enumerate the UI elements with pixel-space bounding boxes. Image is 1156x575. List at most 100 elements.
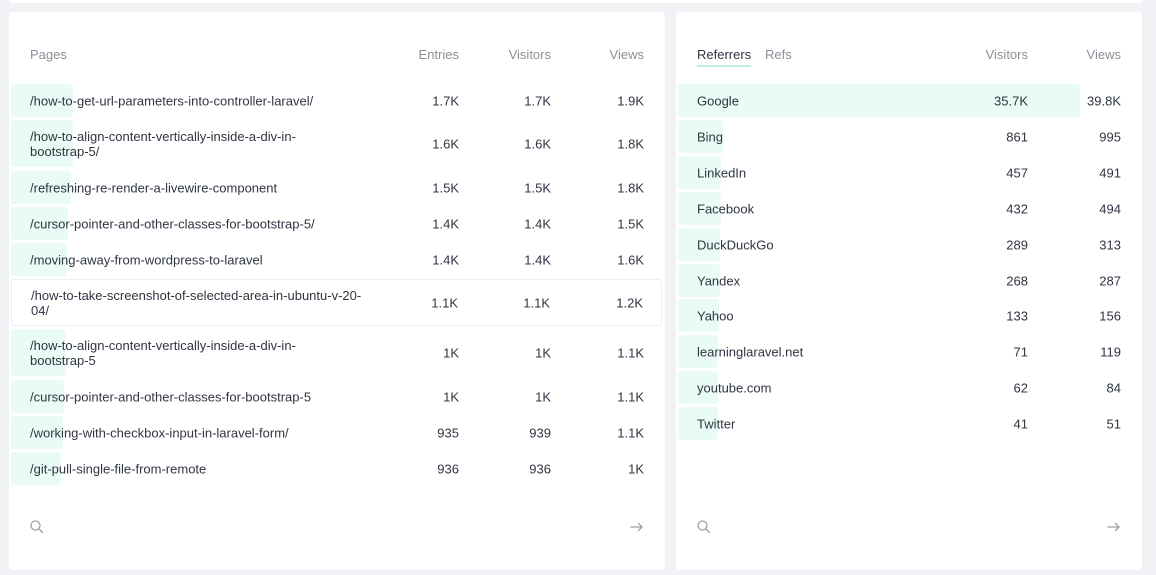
page-visitors: 1K [535,389,551,404]
visitors-column-header[interactable]: Visitors [508,47,551,62]
views-column-header[interactable]: Views [1086,47,1121,62]
row-bar [678,156,721,189]
pages-panel: Pages Entries Visitors Views /how-to-get… [9,12,665,570]
referrer-row[interactable]: Google 35.7K 39.8K [676,84,1142,117]
row-bar [678,192,721,225]
page-row[interactable]: /git-pull-single-file-from-remote 936 93… [9,452,665,485]
referrer-views: 494 [1099,201,1121,216]
arrow-right-icon[interactable] [1106,519,1122,535]
row-bar [11,171,71,204]
referrer-row[interactable]: DuckDuckGo 289 313 [676,228,1142,261]
page-path[interactable]: /how-to-take-screenshot-of-selected-area… [31,287,362,318]
top-panel-edge [9,0,1143,3]
referrer-name[interactable]: Twitter [697,416,736,431]
row-bar [678,371,718,404]
referrer-row[interactable]: Yandex 268 287 [676,264,1142,297]
referrer-visitors: 71 [1013,344,1028,359]
page-path[interactable]: /how-to-get-url-parameters-into-controll… [30,93,314,108]
referrer-name[interactable]: Bing [697,129,724,144]
referrer-row[interactable]: Twitter 41 51 [676,407,1142,440]
referrer-visitors: 289 [1006,237,1028,252]
page-entries: 935 [437,425,459,440]
row-bar [678,407,718,440]
page-views: 1.6K [617,252,644,267]
referrer-row[interactable]: Bing 861 995 [676,120,1142,153]
tab-refs[interactable]: Refs [765,47,792,62]
pages-column-header: Pages [30,47,67,62]
page-views: 1.8K [617,136,644,151]
referrer-row[interactable]: learninglaravel.net 71 119 [676,335,1142,368]
referrer-views: 995 [1099,129,1121,144]
row-bar [678,228,720,261]
page-path[interactable]: /cursor-pointer-and-other-classes-for-bo… [30,389,312,404]
row-bar [678,299,719,332]
referrer-name[interactable]: Facebook [697,201,755,216]
referrer-row[interactable]: Facebook 432 494 [676,192,1142,225]
page-row-hovered[interactable]: /how-to-take-screenshot-of-selected-area… [11,279,662,326]
page-path[interactable]: /how-to-align-content-vertically-inside-… [30,337,296,368]
row-bar [11,329,66,376]
row-bar [11,243,67,276]
page-row[interactable]: /how-to-align-content-vertically-inside-… [9,120,665,167]
page-row[interactable]: /moving-away-from-wordpress-to-laravel 1… [9,243,665,276]
row-bar [11,120,73,167]
page-views: 1K [628,461,644,476]
page-row[interactable]: /how-to-get-url-parameters-into-controll… [9,84,665,117]
page-views: 1.5K [617,216,644,231]
referrer-name[interactable]: LinkedIn [697,165,747,180]
referrers-panel: Referrers Refs Visitors Views Google 35.… [676,12,1142,570]
referrer-name[interactable]: Yandex [697,273,741,288]
referrer-views: 156 [1099,308,1121,323]
page-path[interactable]: /working-with-checkbox-input-in-laravel-… [30,425,289,440]
page-visitors: 1.4K [524,216,551,231]
referrer-name[interactable]: DuckDuckGo [697,237,774,252]
referrer-row[interactable]: youtube.com 62 84 [676,371,1142,404]
referrer-views: 287 [1099,273,1121,288]
entries-column-header[interactable]: Entries [418,47,459,62]
page-path[interactable]: /cursor-pointer-and-other-classes-for-bo… [30,216,315,231]
arrow-right-icon[interactable] [629,519,645,535]
page-entries: 1.6K [432,136,459,151]
visitors-column-header[interactable]: Visitors [985,47,1028,62]
page-visitors: 1.1K [523,295,550,310]
referrer-visitors: 62 [1013,380,1028,395]
page-path[interactable]: /git-pull-single-file-from-remote [30,461,207,476]
page-views: 1.1K [617,425,644,440]
page-path[interactable]: /how-to-align-content-vertically-inside-… [30,128,296,159]
page-entries: 1.5K [432,180,459,195]
page-row[interactable]: /how-to-align-content-vertically-inside-… [9,329,665,376]
page-views: 1.1K [617,389,644,404]
page-row[interactable]: /cursor-pointer-and-other-classes-for-bo… [9,380,665,413]
tab-referrers[interactable]: Referrers [697,47,752,67]
page-views: 1.2K [616,295,643,310]
referrer-name[interactable]: Google [697,93,739,108]
referrer-visitors: 457 [1006,165,1028,180]
row-bar [11,452,61,485]
referrer-name[interactable]: Yahoo [697,308,734,323]
page-row[interactable]: /refreshing-re-render-a-livewire-compone… [9,171,665,204]
page-row[interactable]: /working-with-checkbox-input-in-laravel-… [9,416,665,449]
page-entries: 1K [443,345,459,360]
page-entries: 1.1K [431,295,458,310]
referrer-row[interactable]: LinkedIn 457 491 [676,156,1142,189]
search-icon[interactable] [29,519,45,535]
referrer-views: 491 [1099,165,1121,180]
page-row[interactable]: /cursor-pointer-and-other-classes-for-bo… [9,207,665,240]
page-entries: 1K [443,389,459,404]
row-bar [11,416,63,449]
page-views: 1.1K [617,345,644,360]
page-path[interactable]: /moving-away-from-wordpress-to-laravel [30,252,263,267]
referrer-name[interactable]: learninglaravel.net [697,344,804,359]
page-path[interactable]: /refreshing-re-render-a-livewire-compone… [30,180,278,195]
referrer-row[interactable]: Yahoo 133 156 [676,299,1142,332]
referrer-visitors: 861 [1006,129,1028,144]
page-visitors: 1.5K [524,180,551,195]
search-icon[interactable] [696,519,712,535]
page-entries: 1.7K [432,93,459,108]
row-bar [11,380,64,413]
page-views: 1.8K [617,180,644,195]
views-column-header[interactable]: Views [609,47,644,62]
referrer-name[interactable]: youtube.com [697,380,772,395]
page-visitors: 1.7K [524,93,551,108]
page-entries: 936 [437,461,459,476]
